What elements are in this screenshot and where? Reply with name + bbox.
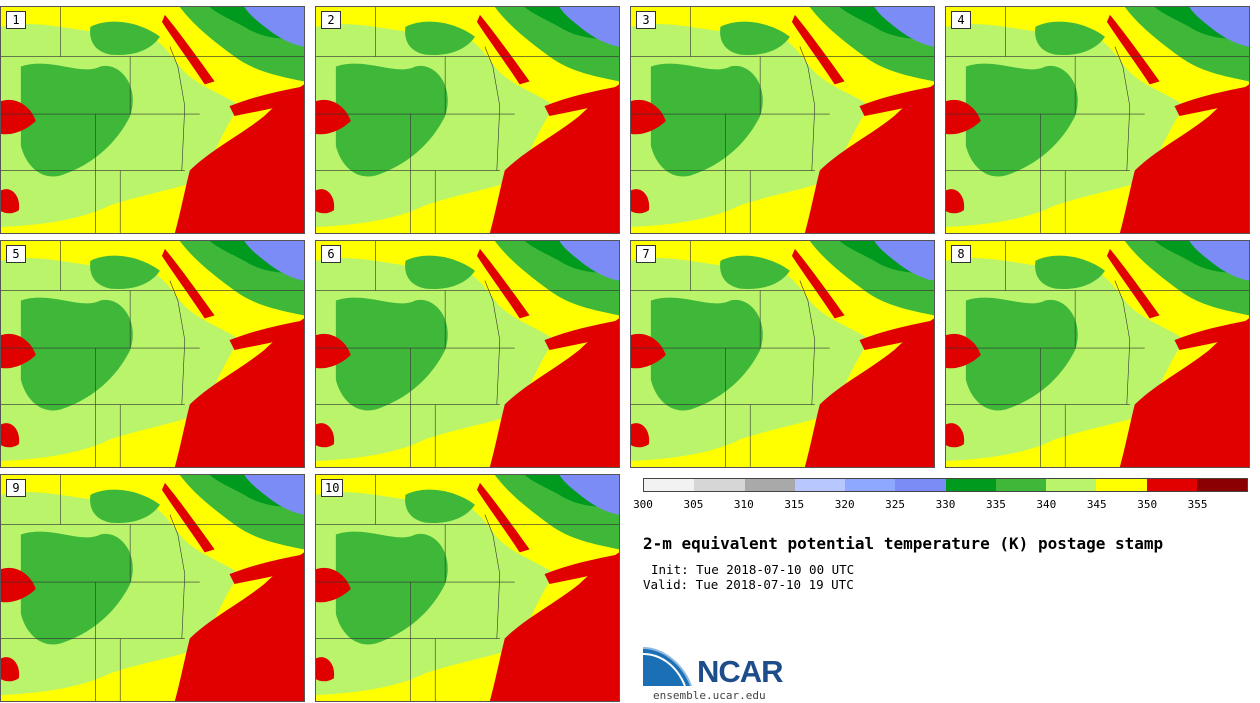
map-field [946,7,1249,233]
colorbar-segment [1046,479,1097,491]
panel-number: 7 [636,245,656,263]
colorbar-ticks: 300 305 310 315 320 325 330 335 340 345 350 355 [633,498,1248,512]
colorbar-segment [644,479,695,491]
panel-number: 6 [321,245,341,263]
map-panel-9: 9 [0,474,305,702]
map-field [316,7,619,233]
colorbar-segment [895,479,946,491]
valid-time: Valid: Tue 2018-07-10 19 UTC [643,577,854,592]
panel-number: 2 [321,11,341,29]
colorbar-tick-label: 320 [834,498,855,511]
colorbar [643,478,1248,492]
colorbar-tick-label: 315 [784,498,805,511]
colorbar-tick-label: 335 [985,498,1006,511]
panel-number: 8 [951,245,971,263]
map-field [946,241,1249,467]
logo-name: NCAR [697,654,784,689]
colorbar-segment [694,479,745,491]
colorbar-segment [1096,479,1147,491]
colorbar-tick-label: 330 [935,498,956,511]
map-panel-1: 1 [0,6,305,234]
colorbar-segment [1196,479,1247,491]
panel-number: 9 [6,479,26,497]
map-field [316,241,619,467]
colorbar-tick-label: 325 [885,498,906,511]
panel-number: 5 [6,245,26,263]
panel-number: 10 [321,479,344,497]
panel-number: 3 [636,11,656,29]
map-field [316,475,619,701]
panel-number: 1 [6,11,26,29]
init-time: Init: Tue 2018-07-10 00 UTC [651,562,855,577]
map-panel-3: 3 [630,6,935,234]
colorbar-segment [845,479,896,491]
map-field [1,475,304,701]
map-field [1,241,304,467]
colorbar-segment [1146,479,1197,491]
colorbar-tick-label: 345 [1086,498,1107,511]
colorbar-tick-label: 300 [633,498,653,511]
colorbar-tick-label: 350 [1137,498,1158,511]
chart-title: 2-m equivalent potential temperature (K)… [643,534,1164,553]
colorbar-segment [995,479,1046,491]
map-panel-7: 7 [630,240,935,468]
map-panel-8: 8 [945,240,1250,468]
colorbar-tick-label: 355 [1187,498,1208,511]
map-field [1,7,304,233]
colorbar-segment [794,479,845,491]
colorbar-segment [744,479,795,491]
colorbar-tick-label: 310 [733,498,754,511]
colorbar-tick-label: 305 [683,498,704,511]
map-panel-10: 10 [315,474,620,702]
ncar-logo-icon [643,647,692,687]
logo-url: ensemble.ucar.edu [653,689,766,702]
map-field [631,7,934,233]
map-panel-5: 5 [0,240,305,468]
map-panel-2: 2 [315,6,620,234]
map-panel-4: 4 [945,6,1250,234]
colorbar-tick-label: 340 [1036,498,1057,511]
colorbar-segment [945,479,996,491]
panel-number: 4 [951,11,971,29]
map-panel-6: 6 [315,240,620,468]
map-field [631,241,934,467]
